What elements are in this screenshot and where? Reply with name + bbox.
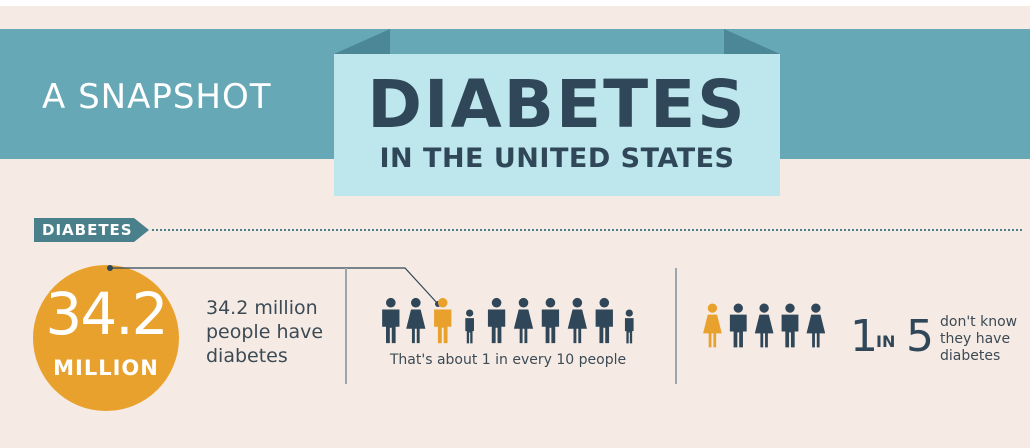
person-male-icon <box>595 297 613 344</box>
ratio-five-text: don't know they have diabetes <box>940 314 1028 365</box>
snapshot-label: A SNAPSHOT <box>42 77 272 117</box>
person-female-icon <box>703 303 722 348</box>
person-child-icon <box>624 309 634 344</box>
person-female-icon <box>513 297 534 344</box>
top-strip <box>0 0 1030 6</box>
stat-number: 34.2 <box>45 280 168 348</box>
ratio-five-text-line: don't know <box>940 314 1018 330</box>
stat-description: 34.2 million people have diabetes <box>206 296 346 368</box>
stat-description-line: 34.2 million <box>206 297 318 319</box>
ratio-five-text-line: diabetes <box>940 348 1001 364</box>
column-divider <box>345 268 347 384</box>
person-male-icon <box>729 303 747 348</box>
page-subtitle: IN THE UNITED STATES <box>379 143 735 174</box>
ratio-five-text-line: they have <box>940 331 1011 347</box>
stat-description-line: diabetes <box>206 345 288 367</box>
person-female-icon <box>406 297 426 344</box>
person-female-icon <box>754 303 774 348</box>
people-row-five <box>703 303 826 348</box>
person-male-icon <box>434 297 452 344</box>
ratio-in: IN <box>876 332 896 351</box>
person-female-icon <box>567 297 587 344</box>
section-tag <box>34 218 149 242</box>
column-divider <box>675 268 677 384</box>
ratio-five: 5 <box>906 311 934 362</box>
page-title: DIABETES <box>367 66 747 143</box>
title-banner <box>334 54 780 196</box>
person-male-icon <box>781 303 799 348</box>
section-divider <box>152 229 1022 231</box>
people-row-ten <box>382 297 634 344</box>
person-male-icon <box>382 297 400 344</box>
section-tag-label: DIABETES <box>42 221 133 239</box>
stat-description-line: people have <box>206 321 324 343</box>
stat-unit: MILLION <box>53 356 159 380</box>
person-female-icon <box>806 303 826 348</box>
ratio-one: 1 <box>850 311 878 362</box>
person-child-icon <box>465 309 474 344</box>
person-male-icon <box>541 297 560 344</box>
person-male-icon <box>487 297 506 344</box>
stat-circle <box>33 265 179 411</box>
ratio-ten-caption: That's about 1 in every 10 people <box>389 352 627 368</box>
